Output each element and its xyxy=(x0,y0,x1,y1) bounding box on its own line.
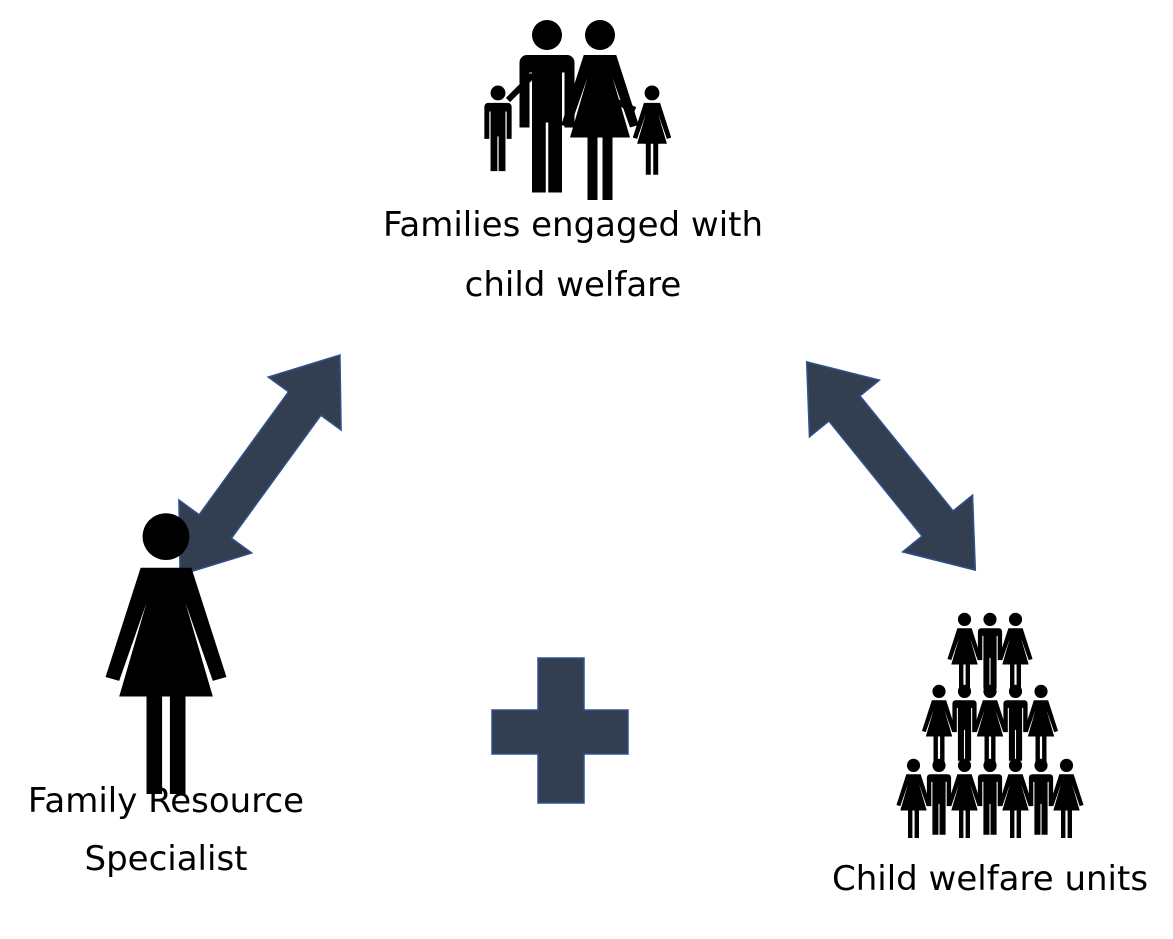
person-icon xyxy=(1023,684,1059,764)
node-label: Child welfare units xyxy=(832,859,1148,899)
double-arrow xyxy=(178,353,342,577)
person-icon xyxy=(921,684,957,764)
units-icon xyxy=(896,612,1084,838)
person-icon xyxy=(947,758,982,838)
node-label: Families engaged with xyxy=(383,205,763,245)
node-label: Specialist xyxy=(85,839,248,879)
double-arrow xyxy=(805,360,977,572)
node-label: child welfare xyxy=(465,265,682,305)
person-icon xyxy=(926,758,952,835)
person-icon xyxy=(1003,684,1028,761)
person-icon xyxy=(1028,758,1054,835)
person-icon xyxy=(998,758,1033,838)
person-icon xyxy=(977,612,1003,689)
plus-sign xyxy=(491,657,629,804)
person-icon xyxy=(998,612,1033,692)
person-icon xyxy=(1049,758,1084,838)
person-icon xyxy=(896,758,931,838)
person-icon xyxy=(977,758,1003,835)
family-icon xyxy=(484,20,672,200)
person-icon xyxy=(952,684,977,761)
person-icon xyxy=(947,612,982,692)
node-label: Family Resource xyxy=(28,781,304,821)
person-icon xyxy=(972,684,1008,764)
